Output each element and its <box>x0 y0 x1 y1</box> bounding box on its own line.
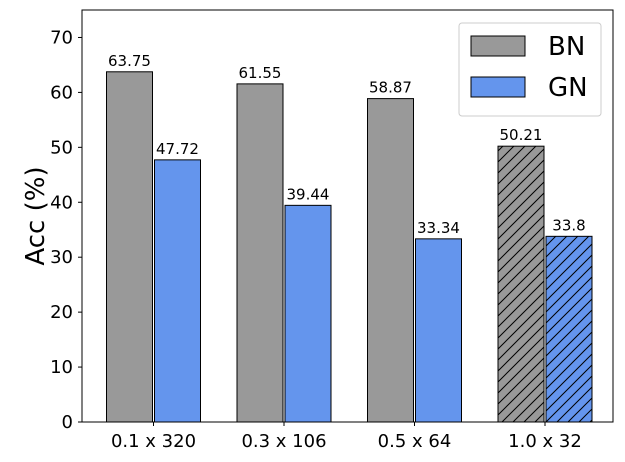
bar-bn-2 <box>367 98 414 423</box>
data-label-gn-2: 33.34 <box>417 219 460 237</box>
bar-bn-0 <box>106 71 153 423</box>
legend-swatch-bn <box>470 35 526 57</box>
data-label-gn-1: 39.44 <box>287 185 330 203</box>
plot-frame <box>81 9 614 423</box>
bar-gn-0 <box>154 159 201 423</box>
data-label-gn-0: 47.72 <box>156 140 199 158</box>
y-tick-label: 40 <box>50 192 73 213</box>
bar-gn-2 <box>415 238 462 423</box>
data-label-bn-0: 63.75 <box>108 52 151 70</box>
y-tick-label: 0 <box>62 412 73 433</box>
y-tick-label: 30 <box>50 247 73 268</box>
y-tick-label: 50 <box>50 137 73 158</box>
x-tick-label: 1.0 x 32 <box>508 431 582 452</box>
y-tick-label: 20 <box>50 302 73 323</box>
y-tick-label: 70 <box>50 27 73 48</box>
y-tick-label: 10 <box>50 357 73 378</box>
legend: BN GN <box>458 22 602 117</box>
data-label-bn-1: 61.55 <box>239 64 282 82</box>
legend-label-bn: BN <box>548 32 585 62</box>
legend-label-gn: GN <box>548 73 588 103</box>
y-axis-title: Acc (%) <box>21 166 51 265</box>
bar-hatch-gn-3 <box>546 236 592 422</box>
data-label-bn-2: 58.87 <box>369 79 412 97</box>
x-tick-label: 0.1 x 320 <box>111 431 196 452</box>
data-label-gn-3: 33.8 <box>552 216 585 234</box>
legend-swatch-gn <box>470 76 526 98</box>
x-tick-label: 0.5 x 64 <box>378 431 452 452</box>
bar-gn-1 <box>284 204 332 423</box>
x-tick-label: 0.3 x 106 <box>241 431 326 452</box>
bar-hatch-bn-3 <box>498 146 544 422</box>
y-tick-label: 60 <box>50 82 73 103</box>
data-label-bn-3: 50.21 <box>500 126 543 144</box>
bar-bn-1 <box>236 83 284 423</box>
